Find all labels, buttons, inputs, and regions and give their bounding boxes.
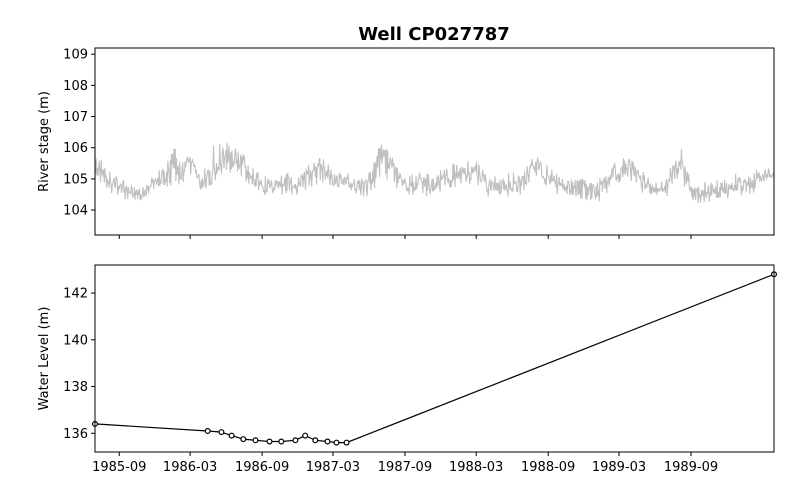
river-stage-y-label: River stage (m) [37,91,52,192]
water-level-x-tick-label: 1986-09 [235,460,289,475]
water-level-y-tick-label: 138 [63,380,88,395]
river-stage-y-tick-label: 108 [63,79,88,94]
river-stage-y-tick-label: 109 [63,48,88,63]
water-level-x-tick-label: 1987-09 [378,460,432,475]
water-level-series [91,271,777,446]
water-level-y-tick-label: 140 [63,333,88,348]
water-level-point [292,437,299,444]
water-level-x-tick-label: 1986-03 [163,460,217,475]
water-level-x-tick-label: 1988-09 [521,460,575,475]
river-stage-series [94,142,775,203]
water-level-point [252,437,259,444]
river-stage-x-axis [118,235,692,239]
river-stage-plot-frame [94,47,775,236]
water-level-point [278,438,285,445]
water-level-point [333,439,340,446]
water-level-point [266,438,273,445]
water-level-panel: 136 138 140 142 1985-09 1986-03 1986-09 1987-0… [37,264,777,475]
water-level-point [240,436,247,443]
water-level-point [204,428,211,435]
water-level-y-tick-label: 136 [63,427,88,442]
river-stage-y-tick-label: 105 [63,172,88,187]
river-stage-y-tick-label: 106 [63,141,88,156]
river-stage-y-tick-label: 104 [63,204,88,219]
water-level-point [343,439,350,446]
river-stage-y-tick-label: 107 [63,110,88,125]
water-level-x-tick-label: 1988-03 [449,460,503,475]
river-stage-panel: 104 105 106 107 108 109 River stage (m) [37,47,775,239]
water-level-point [228,432,235,439]
water-level-plot-frame [94,264,775,453]
water-level-line [94,273,775,444]
water-level-point [312,437,319,444]
chart-title: Well CP027787 [358,24,510,45]
water-level-y-tick-label: 142 [63,287,88,302]
water-level-x-tick-label: 1985-09 [92,460,146,475]
river-stage-line [94,142,775,203]
water-level-y-axis: 136 138 140 142 [63,287,95,442]
water-level-x-tick-label: 1989-09 [664,460,718,475]
water-level-x-tick-label: 1989-03 [592,460,646,475]
water-level-point [302,432,309,439]
water-level-x-tick-label: 1987-03 [306,460,360,475]
water-level-y-label: Water Level (m) [37,307,52,411]
water-level-point [324,438,331,445]
water-level-point [218,429,225,436]
water-level-x-axis: 1985-09 1986-03 1986-09 1987-03 1987-09 1988-… [92,452,718,475]
river-stage-y-axis: 104 105 106 107 108 109 [63,48,95,219]
